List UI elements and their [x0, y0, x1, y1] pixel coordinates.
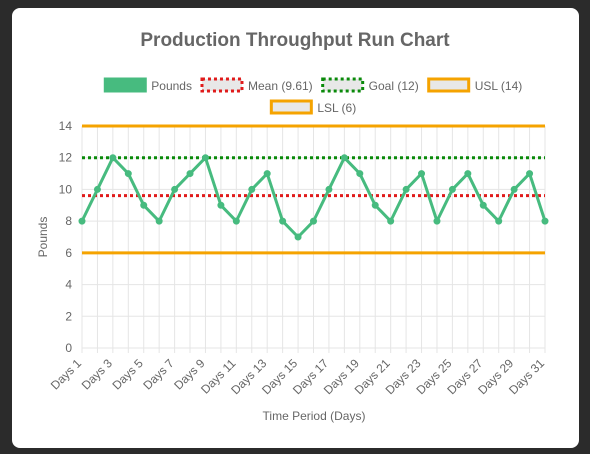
data-point	[387, 217, 395, 225]
y-tick-label: 4	[65, 278, 72, 292]
data-series	[78, 154, 549, 241]
data-point	[402, 185, 410, 193]
legend-label: Goal (12)	[369, 79, 419, 93]
data-point	[248, 185, 256, 193]
data-point	[371, 201, 379, 209]
data-point	[93, 185, 101, 193]
data-point	[356, 170, 364, 178]
y-tick-label: 12	[59, 151, 73, 165]
x-axis-title: Time Period (Days)	[263, 409, 366, 423]
data-point	[464, 170, 472, 178]
legend-label: Mean (9.61)	[248, 79, 313, 93]
y-axis-ticks: 0 2 4 6 8 10 12 14	[59, 119, 73, 355]
data-point	[171, 185, 179, 193]
legend-swatch	[103, 77, 147, 93]
data-point	[140, 201, 148, 209]
data-point	[418, 170, 426, 178]
x-tick-label: Days 5	[110, 356, 147, 393]
data-point	[495, 217, 503, 225]
legend-swatch	[269, 99, 313, 115]
x-tick-label: Days 1	[48, 356, 85, 393]
y-tick-label: 0	[65, 341, 72, 355]
legend-item[interactable]: Mean (9.61)	[200, 77, 313, 93]
data-point	[109, 154, 117, 162]
data-point	[479, 201, 487, 209]
data-point	[201, 154, 209, 162]
legend-label: USL (14)	[475, 79, 523, 93]
data-point	[526, 170, 534, 178]
data-point	[294, 233, 302, 241]
data-point	[232, 217, 240, 225]
data-point	[279, 217, 287, 225]
data-point	[325, 185, 333, 193]
y-tick-label: 2	[65, 309, 72, 323]
data-point	[510, 185, 518, 193]
grid-lines	[81, 125, 546, 353]
chart-title: Production Throughput Run Chart	[140, 30, 450, 51]
data-point	[541, 217, 549, 225]
legend-swatch	[321, 77, 365, 93]
x-tick-label: Days 7	[140, 356, 177, 393]
y-tick-label: 8	[65, 214, 72, 228]
y-axis-title: Pounds	[36, 217, 50, 258]
data-point	[217, 201, 225, 209]
data-point	[263, 170, 271, 178]
data-point	[78, 217, 86, 225]
legend-item[interactable]: LSL (6)	[269, 99, 356, 115]
chart-legend: Pounds Mean (9.61) Goal (12) USL (14) LSL (6…	[103, 77, 523, 115]
data-point	[340, 154, 348, 162]
data-point	[448, 185, 456, 193]
data-point	[433, 217, 441, 225]
legend-label: Pounds	[151, 79, 192, 93]
legend-label: LSL (6)	[317, 101, 356, 115]
legend-item[interactable]: USL (14)	[427, 77, 523, 93]
legend-item[interactable]: Pounds	[103, 77, 192, 93]
data-point	[186, 170, 194, 178]
reference-lines	[82, 124, 545, 255]
x-tick-label: Days 3	[79, 356, 116, 393]
legend-swatch	[200, 77, 244, 93]
legend-item[interactable]: Goal (12)	[321, 77, 419, 93]
data-point	[310, 217, 317, 225]
data-point	[155, 217, 163, 225]
y-tick-label: 10	[59, 182, 73, 196]
data-point	[124, 170, 132, 178]
y-tick-label: 14	[59, 119, 73, 133]
legend-swatch	[427, 77, 471, 93]
y-tick-label: 6	[65, 246, 72, 260]
